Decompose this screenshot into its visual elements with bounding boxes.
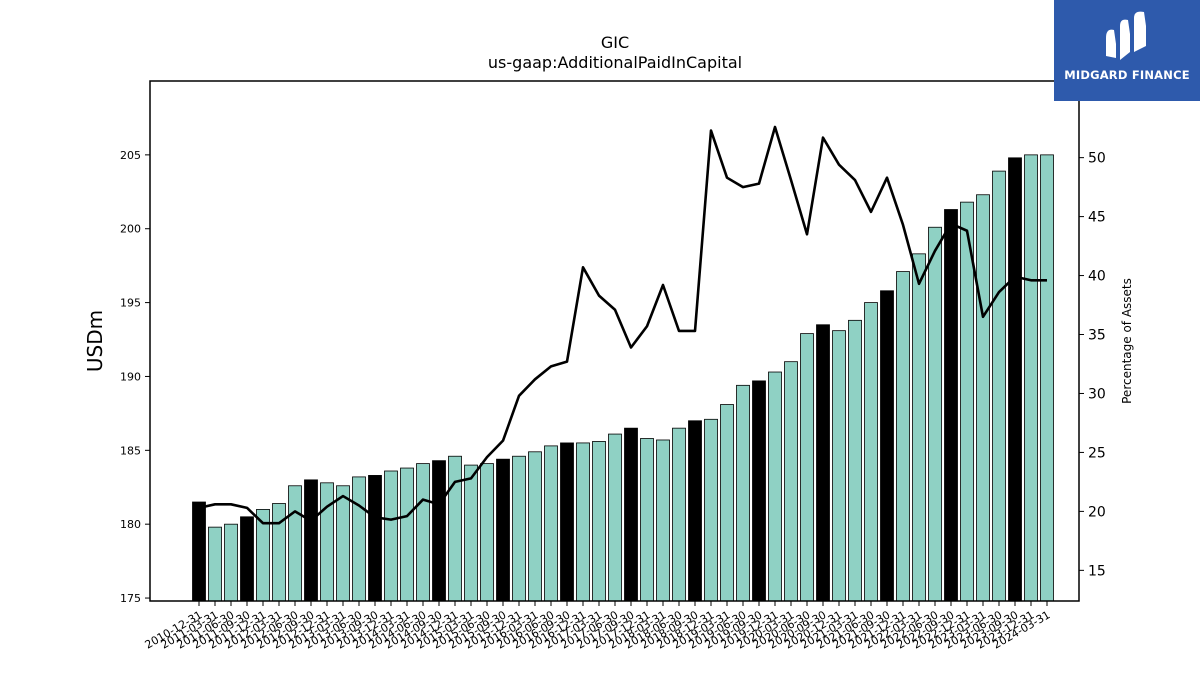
y2-tick-label: 20 [1088, 504, 1106, 520]
bar [400, 467, 414, 602]
bar [224, 523, 238, 602]
bar [288, 485, 302, 602]
y-axis-label: USDm [83, 310, 107, 372]
bar [608, 433, 622, 602]
brand-logo: MIDGARD FINANCE [1054, 0, 1200, 101]
chart-title: GIC [601, 33, 629, 52]
y2-tick-label: 40 [1088, 269, 1106, 285]
bar [736, 384, 750, 602]
bar [672, 427, 686, 602]
bar [304, 479, 318, 602]
y-tick-label: 185 [120, 444, 141, 457]
bar [816, 324, 830, 602]
bar [432, 460, 446, 602]
bar [864, 302, 878, 602]
bar [784, 361, 798, 602]
bar [448, 455, 462, 602]
y-tick-label: 200 [120, 223, 141, 236]
bar [336, 485, 350, 602]
bar [544, 445, 558, 602]
midgard-logo-icon [1106, 11, 1146, 61]
bar [496, 458, 510, 602]
bar [656, 439, 670, 602]
bar [944, 209, 958, 602]
y-tick-label: 175 [120, 592, 141, 605]
x-axis: 2010-12-312011-03-312011-06-302011-09-30… [143, 601, 1053, 652]
bar [1040, 154, 1054, 602]
bar [976, 194, 990, 602]
chart-subtitle: us-gaap:AdditionalPaidInCapital [488, 53, 742, 72]
percentage-line [198, 125, 1047, 525]
bar [880, 290, 894, 602]
bar [1024, 154, 1038, 602]
y2-tick-label: 25 [1088, 445, 1106, 461]
bar [192, 501, 206, 602]
y-tick-label: 205 [120, 149, 141, 162]
bar [624, 427, 638, 602]
y2-axis-label: Percentage of Assets [1120, 278, 1134, 404]
bar [704, 418, 718, 602]
bar [528, 451, 542, 602]
bar [640, 438, 654, 602]
bar [512, 455, 526, 602]
y-tick-label: 195 [120, 297, 141, 310]
bar [480, 463, 494, 602]
bar [384, 470, 398, 602]
bar [848, 319, 862, 602]
y-axis-left: 175 180 185 190 195 200 205 [120, 149, 150, 605]
bar [832, 330, 846, 602]
bar [560, 442, 574, 602]
bar [1008, 157, 1022, 602]
line-series [198, 125, 1047, 525]
brand-logo-text: MIDGARD FINANCE [1064, 68, 1190, 82]
y2-tick-label: 50 [1088, 151, 1106, 167]
bar [320, 482, 334, 602]
y-tick-label: 190 [120, 370, 141, 383]
bar-series [192, 154, 1054, 602]
y2-tick-label: 35 [1088, 328, 1106, 344]
bar [688, 420, 702, 602]
bar [912, 253, 926, 602]
y2-tick-label: 15 [1088, 563, 1106, 579]
y2-tick-label: 45 [1088, 210, 1106, 226]
bar [592, 441, 606, 602]
bar [768, 371, 782, 602]
bar [800, 333, 814, 602]
y-tick-label: 180 [120, 518, 141, 531]
bar [464, 464, 478, 602]
bar [576, 442, 590, 602]
bar [752, 380, 766, 602]
bar [720, 404, 734, 602]
bar [416, 463, 430, 602]
bar [208, 526, 222, 602]
bar [896, 271, 910, 602]
y-axis-right: 15 20 25 30 35 40 45 50 [1079, 151, 1106, 579]
bar [992, 170, 1006, 602]
bar [240, 516, 254, 602]
bar [368, 475, 382, 602]
bar [352, 476, 366, 602]
bar [272, 503, 286, 602]
y2-tick-label: 30 [1088, 386, 1106, 402]
bar [928, 226, 942, 602]
